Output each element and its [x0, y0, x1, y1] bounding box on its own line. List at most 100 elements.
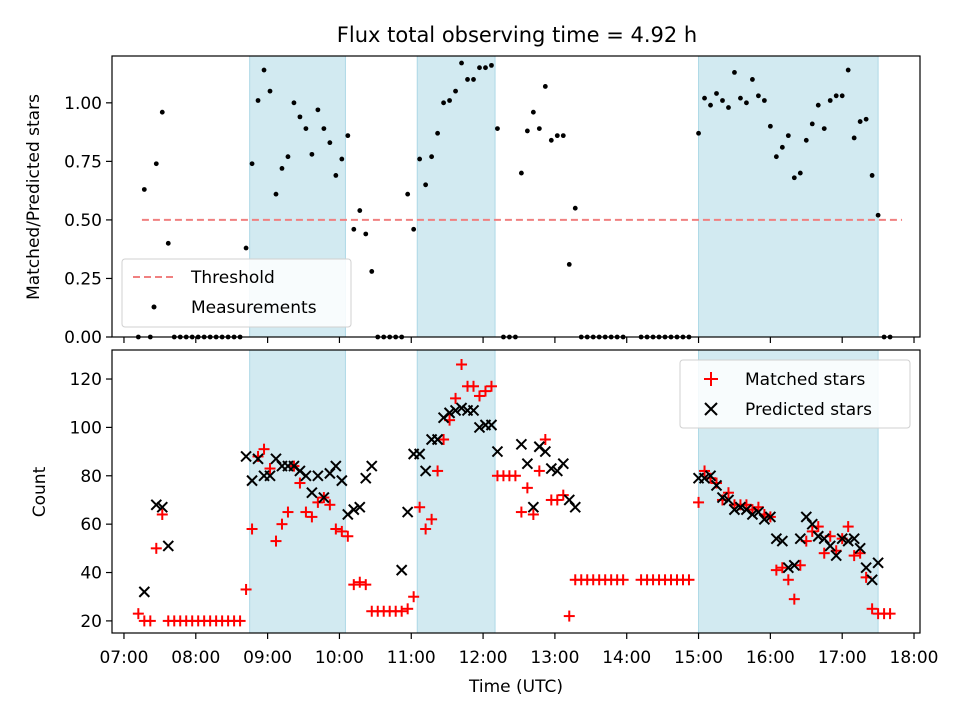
measurement-point-99 [744, 100, 749, 106]
predicted-star-point-27 [401, 506, 414, 518]
matched-star-point-32 [324, 499, 336, 511]
predicted-star-point-79 [848, 532, 860, 545]
legend-threshold-label: Threshold [190, 268, 275, 288]
predicted-star-point-30 [419, 465, 432, 477]
measurement-point-57 [477, 65, 482, 71]
measurement-point-65 [524, 128, 530, 134]
matched-star-point-67 [533, 465, 545, 477]
measurement-point-25 [285, 154, 291, 160]
predicted-star-point-2 [156, 501, 168, 513]
predicted-star-point-25 [366, 460, 378, 472]
matched-star-point-56 [468, 380, 480, 392]
measurement-point-72 [566, 262, 572, 267]
predicted-star-point-43 [515, 438, 528, 451]
measurement-point-36 [351, 226, 357, 232]
measurement-point-119 [863, 116, 869, 122]
predicted-star-point-54 [698, 472, 711, 484]
predicted-star-point-47 [539, 445, 552, 458]
measurement-point-101 [756, 93, 761, 99]
bottom-x-tick-label-0: 07:00 [99, 648, 148, 668]
measurement-point-24 [279, 166, 285, 171]
measurement-point-59 [489, 62, 494, 68]
bottom-y-tick-label-3: 80 [80, 467, 102, 487]
measurement-point-112 [821, 126, 827, 131]
matched-star-point-25 [282, 506, 294, 518]
predicted-star-point-45 [527, 501, 540, 513]
predicted-star-point-1 [150, 499, 162, 511]
measurement-point-1 [141, 187, 147, 192]
measurement-point-22 [267, 88, 273, 94]
predicted-star-point-14 [300, 470, 312, 482]
matched-star-point-45 [402, 603, 414, 615]
predicted-star-point-67 [776, 535, 789, 547]
top-shaded-interval-1 [416, 55, 496, 338]
measurement-point-47 [417, 156, 423, 162]
matched-star-point-68 [539, 433, 551, 445]
predicted-star-point-56 [710, 479, 723, 492]
matched-star-point-47 [414, 501, 426, 513]
predicted-star-point-5 [246, 474, 258, 487]
measurement-point-111 [815, 102, 821, 108]
matched-star-point-105 [776, 562, 788, 574]
matched-star-point-71 [557, 489, 569, 501]
matched-star-point-72 [563, 610, 575, 622]
predicted-star-point-65 [764, 511, 777, 523]
measurement-point-35 [345, 133, 351, 139]
bottom-y-tick-label-5: 120 [70, 370, 102, 390]
matched-star-point-112 [818, 547, 830, 559]
matched-star-point-90 [683, 574, 695, 586]
matched-star-point-33 [330, 523, 342, 535]
measurement-point-91 [696, 130, 701, 136]
matched-star-point-58 [479, 385, 491, 397]
legend-measurements-label: Measurements [191, 298, 317, 318]
predicted-star-point-34 [443, 407, 456, 419]
matched-star-point-44 [396, 605, 408, 617]
measurement-point-73 [572, 205, 578, 211]
predicted-star-point-73 [812, 530, 824, 542]
top-y-tick-label-2: 0.50 [64, 211, 102, 231]
measurement-point-95 [720, 98, 725, 103]
predicted-star-point-59 [728, 503, 741, 516]
matched-star-point-104 [770, 564, 782, 576]
measurement-point-52 [447, 98, 452, 103]
measurement-point-51 [441, 100, 446, 106]
predicted-star-point-15 [306, 487, 318, 499]
measurement-point-118 [857, 119, 863, 124]
predicted-star-point-39 [473, 421, 486, 434]
predicted-star-point-58 [722, 494, 735, 506]
matched-star-point-35 [342, 530, 354, 542]
predicted-star-point-70 [794, 532, 807, 545]
matched-star-point-36 [348, 579, 360, 591]
predicted-star-point-82 [866, 574, 878, 586]
legend-matched-label: Matched stars [745, 370, 865, 390]
top-y-tick-label-4: 1.00 [64, 94, 102, 114]
bottom-x-tick-label-8: 15:00 [674, 648, 723, 668]
measurement-point-120 [869, 173, 875, 178]
predicted-star-point-4 [240, 450, 252, 463]
predicted-star-point-8 [264, 470, 276, 482]
measurement-point-97 [732, 69, 737, 75]
measurement-point-50 [435, 130, 440, 136]
predicted-star-point-19 [330, 460, 342, 472]
top-shaded-interval-2 [698, 55, 879, 338]
bottom-shaded-interval-0 [249, 349, 346, 634]
measurement-point-3 [153, 161, 159, 167]
matched-star-point-117 [848, 550, 860, 562]
measurement-point-107 [791, 175, 797, 181]
matched-star-point-63 [509, 470, 521, 482]
predicted-star-point-80 [854, 542, 866, 555]
matched-star-point-123 [884, 608, 896, 620]
measurement-point-67 [536, 126, 542, 131]
matched-star-point-22 [264, 463, 276, 475]
predicted-star-point-83 [872, 557, 884, 569]
predicted-star-point-38 [467, 404, 480, 417]
matched-star-point-50 [432, 465, 444, 477]
predicted-star-point-0 [138, 586, 151, 598]
measurement-point-121 [875, 212, 881, 218]
bottom-x-tick-label-10: 17:00 [818, 648, 867, 668]
measurement-point-55 [465, 77, 470, 82]
measurement-point-49 [429, 154, 435, 160]
bottom-x-tick-label-4: 11:00 [387, 648, 436, 668]
measurement-point-70 [554, 133, 560, 139]
matched-star-point-64 [515, 506, 527, 518]
